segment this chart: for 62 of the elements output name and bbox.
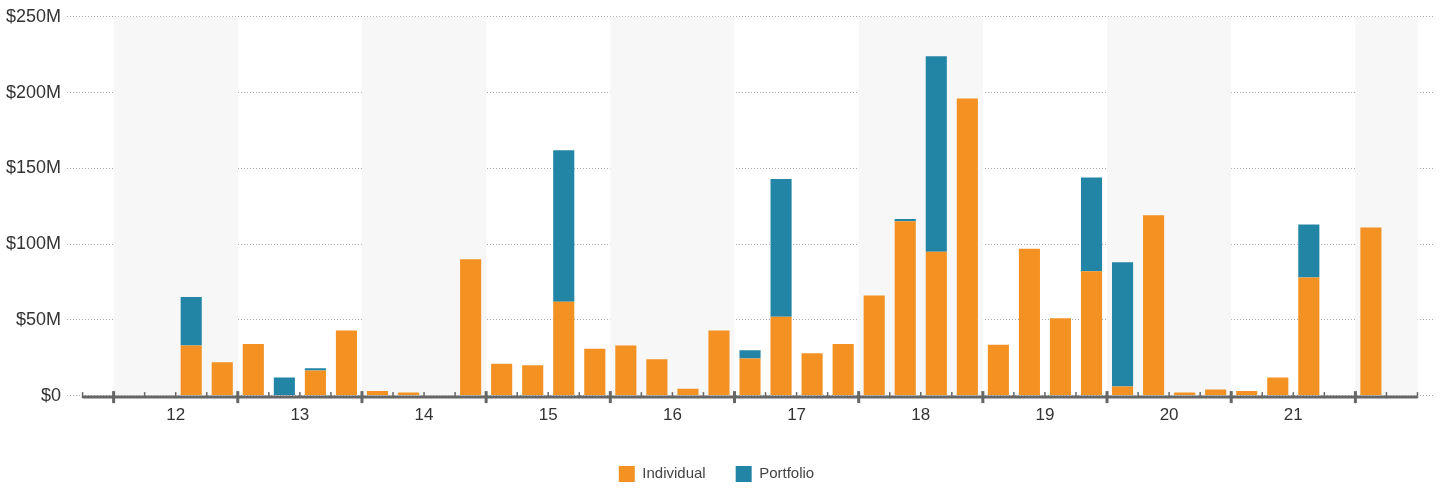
bar [925, 251, 947, 396]
bar [739, 350, 761, 359]
legend-label: Individual [642, 464, 706, 482]
bar [1267, 377, 1289, 396]
y-tick-label: $0 [41, 384, 62, 405]
x-tick-label: 17 [787, 405, 807, 425]
x-tick-label: 21 [1283, 405, 1303, 425]
bar [1049, 318, 1072, 396]
bar [553, 301, 575, 396]
y-tick-label: $250M [5, 5, 62, 26]
bar [553, 150, 575, 302]
bar [987, 344, 1009, 396]
bar [956, 98, 978, 396]
bar [180, 297, 202, 346]
bar [677, 388, 699, 396]
bar [1080, 271, 1103, 396]
bar [646, 359, 668, 396]
bar [180, 345, 202, 396]
bar [1298, 277, 1320, 396]
bar [1143, 215, 1165, 396]
x-tick-label: 15 [538, 405, 558, 425]
bar [1018, 248, 1040, 396]
bar [708, 330, 730, 396]
bar [615, 345, 637, 396]
bar [1080, 177, 1103, 272]
bar [739, 358, 761, 396]
bar [522, 365, 544, 396]
x-tick-label: 12 [166, 405, 186, 425]
bar [1205, 389, 1227, 396]
legend-label: Portfolio [759, 464, 815, 482]
y-tick-label: $50M [16, 308, 62, 329]
bar [304, 368, 326, 371]
x-tick-label: 20 [1159, 405, 1179, 425]
bar [1112, 262, 1134, 387]
x-tick-label: 14 [414, 405, 434, 425]
bar [770, 178, 792, 317]
x-tick-label: 19 [1035, 405, 1055, 425]
bar [335, 330, 357, 396]
x-tick-label: 13 [290, 405, 310, 425]
bar [1360, 227, 1382, 396]
bar [273, 377, 295, 396]
bar [832, 344, 854, 396]
x-tick-label: 16 [662, 405, 682, 425]
bar [211, 362, 233, 396]
bar [1298, 224, 1320, 278]
y-tick-label: $150M [5, 157, 62, 178]
bar [894, 221, 916, 396]
bar [863, 295, 885, 396]
bar [801, 353, 823, 396]
bar [460, 259, 482, 396]
x-tick-label: 18 [911, 405, 931, 425]
bar [1236, 391, 1258, 396]
bar [1112, 386, 1134, 396]
bar [770, 316, 792, 396]
bar [925, 56, 947, 252]
bar [366, 391, 389, 396]
y-tick-label: $100M [5, 233, 62, 254]
bar [584, 348, 606, 396]
y-tick-label: $200M [5, 81, 62, 102]
bar [304, 370, 326, 396]
bar [491, 363, 513, 396]
bar [242, 344, 264, 396]
